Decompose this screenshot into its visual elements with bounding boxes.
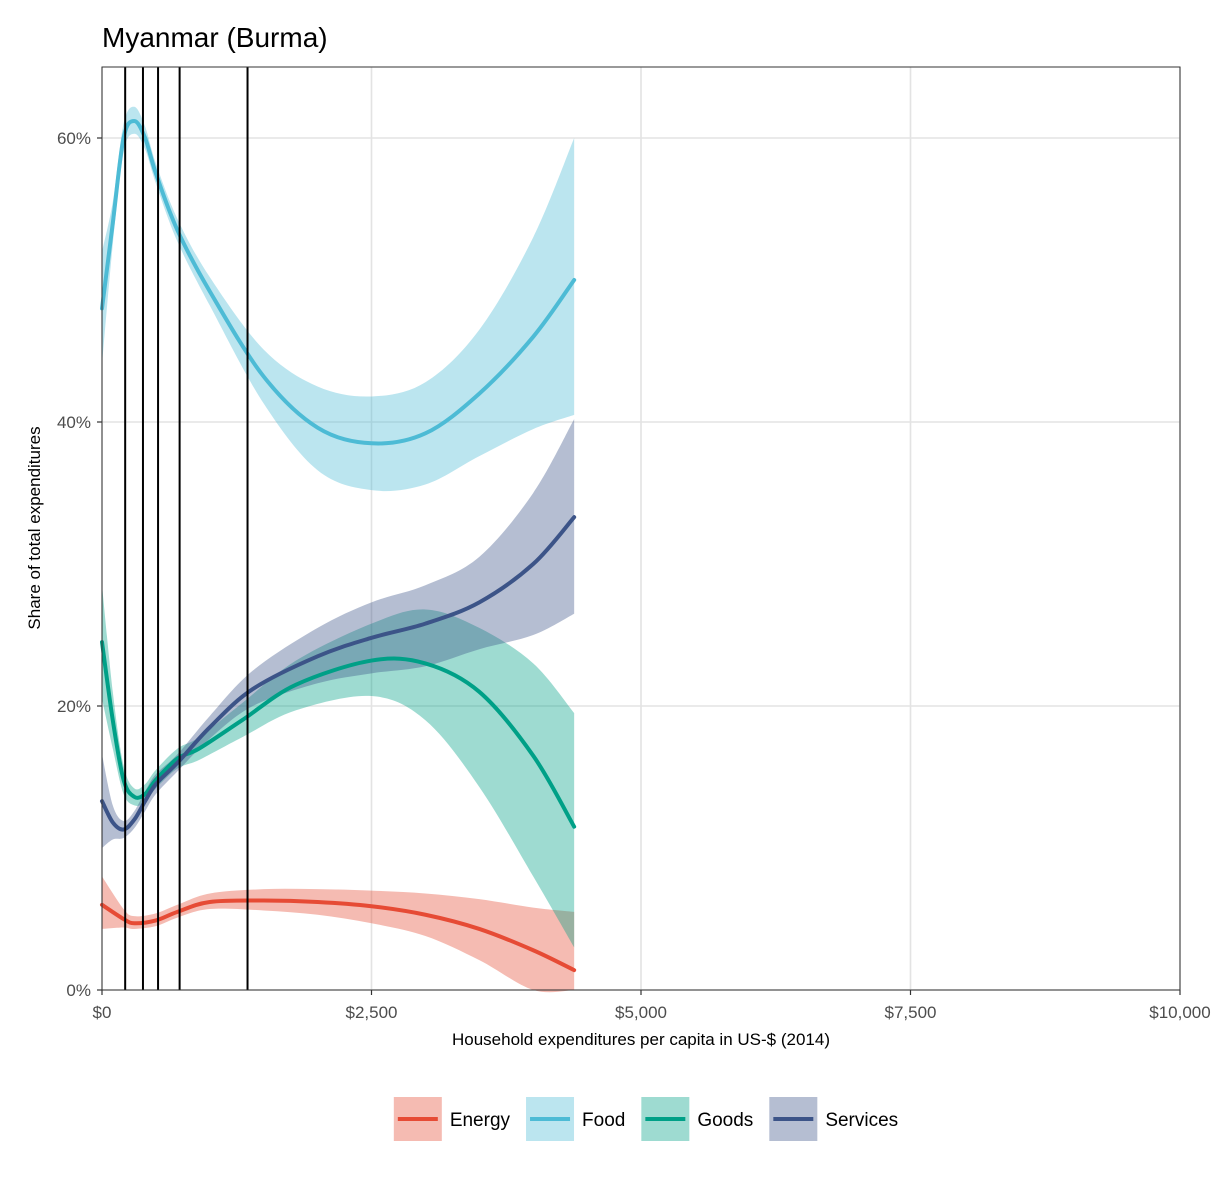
legend-label: Services	[825, 1110, 898, 1131]
x-axis-ticks: $0 $2,500 $5,000 $7,500 $10,000	[93, 990, 1211, 1022]
line-services	[100, 515, 577, 832]
y-axis-ticks: 0% 20% 40% 60%	[57, 129, 102, 1000]
x-axis-title: Household expenditures per capita in US-…	[452, 1030, 830, 1049]
legend-label: Food	[582, 1110, 625, 1131]
legend-item-services: Services	[769, 1097, 898, 1141]
vertical-reference-lines	[124, 67, 249, 990]
x-tick-label: $5,000	[615, 1003, 667, 1022]
x-tick-label: $7,500	[885, 1003, 937, 1022]
legend-label: Energy	[450, 1110, 511, 1131]
legend-item-food: Food	[526, 1097, 625, 1141]
legend: Energy Food Goods Services	[393, 1097, 898, 1141]
ribbon-food	[102, 106, 575, 492]
y-tick-label: 60%	[57, 129, 91, 148]
legend-label: Goods	[697, 1110, 753, 1131]
y-tick-label: 0%	[66, 981, 91, 1000]
legend-item-goods: Goods	[641, 1097, 753, 1141]
legend-item-energy: Energy	[393, 1097, 511, 1141]
x-tick-label: $0	[93, 1003, 112, 1022]
line-food	[100, 118, 577, 446]
line-goods	[100, 640, 577, 829]
ribbon-services	[102, 419, 575, 848]
line-energy	[100, 898, 577, 973]
x-tick-label: $10,000	[1149, 1003, 1210, 1022]
y-axis-title: Share of total expenditures	[25, 426, 44, 629]
chart-title: Myanmar (Burma)	[102, 22, 328, 53]
x-tick-label: $2,500	[346, 1003, 398, 1022]
series-lines	[100, 118, 577, 973]
y-tick-label: 20%	[57, 697, 91, 716]
y-tick-label: 40%	[57, 413, 91, 432]
ribbon-energy	[102, 876, 575, 993]
